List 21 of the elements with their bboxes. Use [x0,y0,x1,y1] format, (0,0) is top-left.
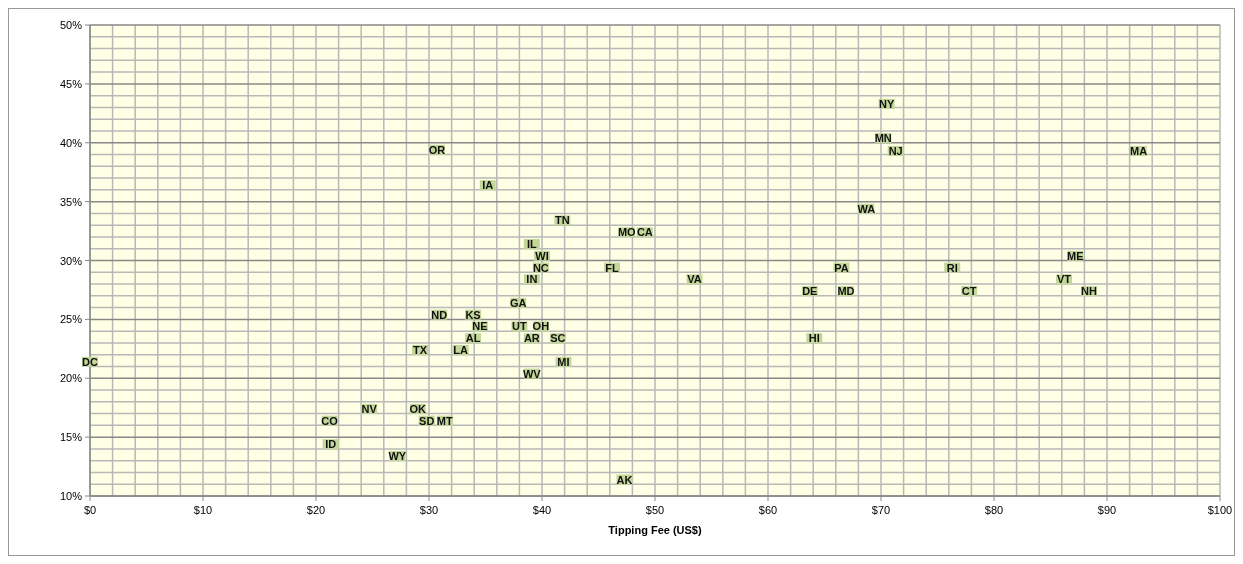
x-tick-label: $0 [83,504,97,516]
y-tick-label: 25% [59,313,83,326]
y-tick-label: 45% [59,77,83,90]
y-tick-label: 10% [59,490,83,502]
x-tick-label: $70 [871,504,891,516]
y-tick-label: 20% [59,372,83,385]
x-tick-label: $90 [1097,504,1117,516]
x-tick-label: $30 [419,504,439,516]
x-tick-label: $50 [645,504,665,516]
x-tick-label: $60 [758,504,778,516]
y-tick-label: 30% [59,254,83,267]
x-tick-label: $10 [193,504,213,516]
x-tick-label: $100 [1207,504,1233,516]
x-tick-label: $80 [984,504,1004,516]
y-tick-label: 35% [59,195,83,208]
x-axis-title: Tipping Fee (US$) [608,524,702,536]
x-tick-label: $20 [306,504,326,516]
y-tick-label: 40% [59,136,83,149]
y-tick-label: 15% [59,431,83,444]
x-tick-label: $40 [532,504,552,516]
y-tick-label: 50% [59,19,83,31]
